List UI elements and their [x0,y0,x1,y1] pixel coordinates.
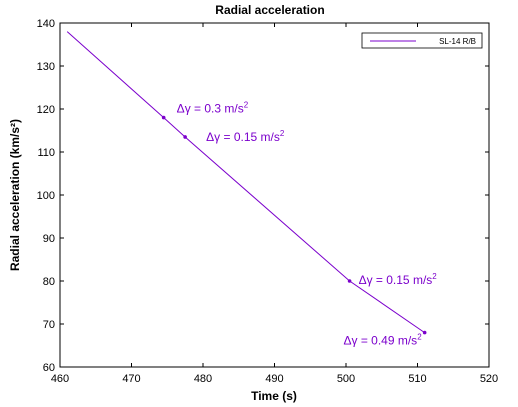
legend-series-label: SL-14 R/B [439,37,476,46]
y-tick-label: 120 [37,104,55,116]
y-axis-label: Radial acceleration (km/s²) [8,119,22,271]
chart-title: Radial acceleration [215,3,324,17]
data-point [422,330,427,335]
x-tick-label: 500 [337,373,355,385]
data-point [183,135,187,139]
annotations: Δγ = 0.3 m/s2 Δγ = 0.15 m/s2 Δγ = 0.15 m/s… [177,101,438,348]
x-tick-label: 460 [51,373,69,385]
series-layer [66,31,427,335]
y-tick-label: 130 [37,61,55,73]
y-tick-label: 60 [43,362,55,374]
legend: SL-14 R/B [361,32,483,49]
axis-ticks: 460 470 480 490 500 510 520 60 70 80 90 100 110 120 13… [37,18,499,385]
y-tick-label: 100 [37,190,55,202]
x-tick-label: 480 [194,373,212,385]
y-tick-label: 80 [43,276,55,288]
x-tick-label: 490 [265,373,283,385]
delta-annotation: Δγ = 0.15 m/s2 [359,272,438,287]
y-tick-label: 70 [43,319,55,331]
y-tick-label: 110 [37,147,55,159]
y-tick-label: 140 [37,18,55,30]
plot-area [59,22,490,368]
delta-annotation: Δγ = 0.3 m/s2 [177,101,249,116]
x-tick-label: 470 [122,373,140,385]
x-axis-label: Time (s) [251,389,297,403]
x-tick-label: 520 [480,373,498,385]
delta-annotation: Δγ = 0.15 m/s2 [206,129,285,144]
data-point [347,279,352,283]
y-tick-label: 90 [43,233,55,245]
legend-box [361,32,483,49]
data-point [161,115,166,120]
delta-annotation: Δγ = 0.49 m/s2 [343,333,422,348]
x-tick-label: 510 [408,373,426,385]
